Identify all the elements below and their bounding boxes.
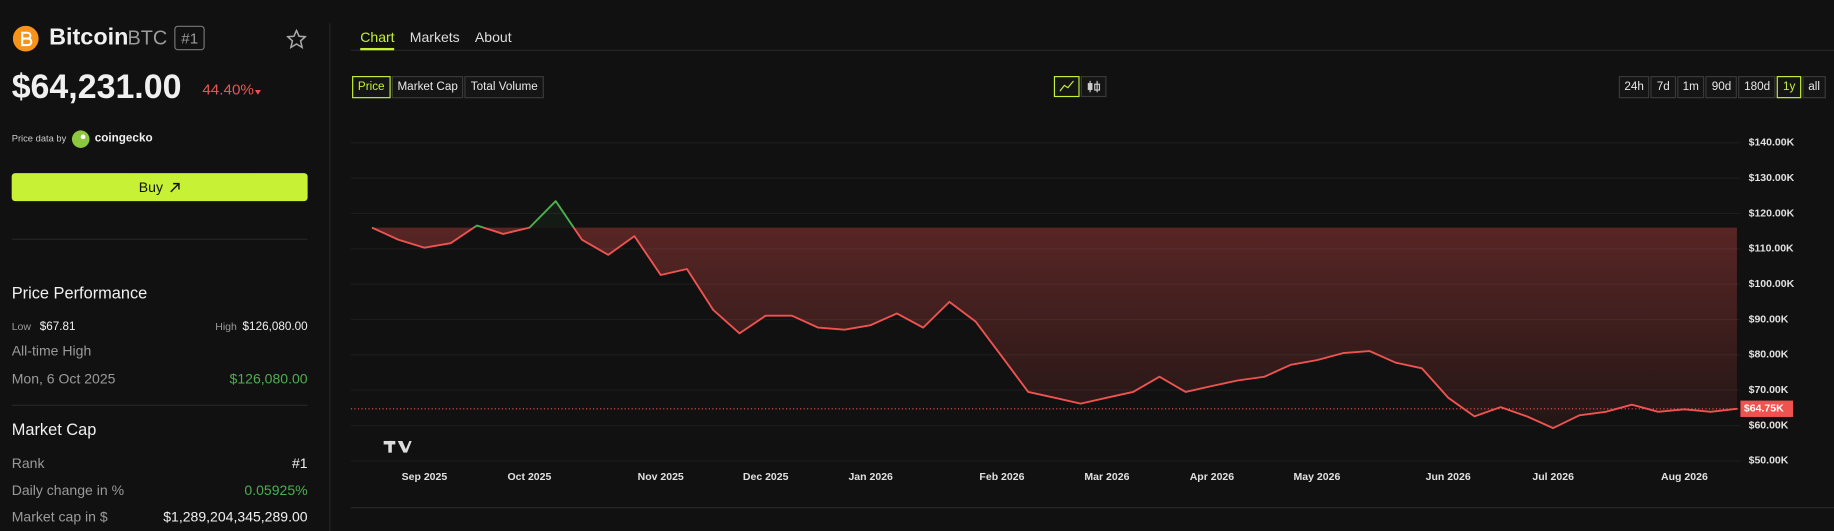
row-value: #1: [291, 454, 308, 472]
tab-underline: [360, 47, 395, 51]
range-button[interactable]: 1y: [1777, 76, 1802, 99]
divider: [11, 238, 308, 240]
tab[interactable]: Chart: [360, 29, 395, 46]
candle-style-button[interactable]: [1080, 76, 1107, 98]
metric-button[interactable]: Market Cap: [391, 76, 464, 99]
coingecko-icon: [71, 130, 90, 148]
table-row: Rank #1: [12, 455, 308, 471]
tradingview-logo: [383, 440, 412, 453]
y-tick-label: $90.00K: [1749, 313, 1789, 325]
x-tick-label: Mar 2026: [1084, 471, 1129, 483]
range-button[interactable]: all: [1802, 76, 1826, 99]
ath-row: Mon, 6 Oct 2025 $126,080.00: [12, 371, 308, 387]
bitcoin-icon: [12, 25, 39, 52]
metric-button[interactable]: Price: [352, 76, 391, 99]
x-tick-label: Feb 2026: [979, 471, 1024, 483]
y-tick-label: $100.00K: [1749, 278, 1795, 290]
range-button[interactable]: 180d: [1738, 76, 1777, 99]
line-style-button[interactable]: [1053, 76, 1080, 98]
x-tick-label: Jun 2026: [1426, 471, 1471, 483]
row-value: $1,289,204,345,289.00: [163, 508, 308, 526]
tabs: Chart Markets About: [360, 29, 511, 45]
y-tick-label: $80.00K: [1749, 349, 1789, 361]
price: $64,231.00: [11, 69, 182, 107]
row-label: Market cap in $: [11, 508, 108, 526]
current-price-label: $64.75K: [1744, 403, 1784, 415]
current-price-box: [1740, 400, 1794, 417]
rank-badge: #1: [174, 25, 206, 51]
range-button[interactable]: 90d: [1705, 76, 1738, 99]
price-change: 44.40%: [202, 80, 254, 99]
divider: [11, 404, 308, 406]
y-tick-label: $70.00K: [1749, 384, 1789, 396]
y-tick-label: $60.00K: [1749, 419, 1789, 431]
buy-label: Buy: [138, 178, 163, 196]
tab[interactable]: About: [474, 29, 512, 46]
x-tick-label: Oct 2025: [508, 471, 552, 483]
x-tick-label: Apr 2026: [1190, 471, 1235, 483]
x-tick-label: Aug 2026: [1661, 471, 1708, 483]
area: [371, 201, 1737, 429]
section-title: Market Cap: [11, 419, 97, 439]
row-label: Rank: [11, 454, 45, 472]
y-tick-label: $140.00K: [1749, 137, 1795, 149]
coin-symbol: BTC: [127, 26, 168, 50]
arrow-icon: [170, 182, 181, 192]
y-tick-label: $130.00K: [1749, 172, 1795, 184]
price-line: [371, 200, 1738, 430]
source-name: coingecko: [94, 132, 153, 146]
high-value: $126,080.00: [242, 320, 308, 334]
row-value: 0.05925%: [244, 481, 308, 499]
x-tick-label: Jul 2026: [1532, 471, 1574, 483]
low-label: Low: [11, 320, 32, 333]
metric-button[interactable]: Total Volume: [464, 76, 544, 99]
ath-value: $126,080.00: [229, 370, 308, 388]
tab[interactable]: Markets: [409, 29, 460, 46]
range-button[interactable]: 1m: [1676, 76, 1705, 99]
table-row: Daily change in % 0.05925%: [12, 482, 308, 498]
y-tick-label: $50.00K: [1749, 455, 1789, 467]
y-tick-label: $120.00K: [1749, 207, 1795, 219]
metric-buttons: Price Market Cap Total Volume: [352, 76, 544, 99]
section-title: Price Performance: [11, 283, 148, 302]
chart-style-buttons: [1053, 76, 1107, 98]
x-tick-label: Jan 2026: [848, 471, 893, 483]
range-button[interactable]: 24h: [1618, 76, 1650, 99]
favorite-star[interactable]: [286, 29, 307, 49]
source-prefix: Price data by: [11, 133, 67, 144]
range-buttons: 24h 7d 1m 90d 180d 1y all: [1618, 76, 1826, 99]
down-arrow: [254, 90, 261, 95]
ath-label: All-time High: [11, 342, 92, 360]
x-tick-label: Sep 2025: [402, 471, 448, 483]
row-label: Daily change in %: [11, 481, 125, 499]
ath-date: Mon, 6 Oct 2025: [11, 370, 116, 388]
table-row: Market cap in $ $1,289,204,345,289.00: [12, 509, 308, 525]
high-label: High: [215, 320, 237, 333]
low-value: $67.81: [39, 320, 76, 334]
y-tick-label: $110.00K: [1749, 243, 1794, 255]
x-tick-label: May 2026: [1294, 471, 1341, 483]
x-tick-label: Nov 2025: [638, 471, 684, 483]
coin-name: Bitcoin: [49, 24, 129, 51]
x-tick-label: Dec 2025: [743, 471, 789, 483]
range-button[interactable]: 7d: [1650, 76, 1676, 99]
buy-button[interactable]: Buy: [11, 173, 308, 202]
